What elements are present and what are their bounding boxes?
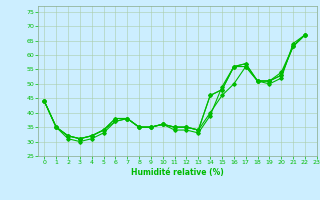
X-axis label: Humidité relative (%): Humidité relative (%) xyxy=(131,168,224,177)
